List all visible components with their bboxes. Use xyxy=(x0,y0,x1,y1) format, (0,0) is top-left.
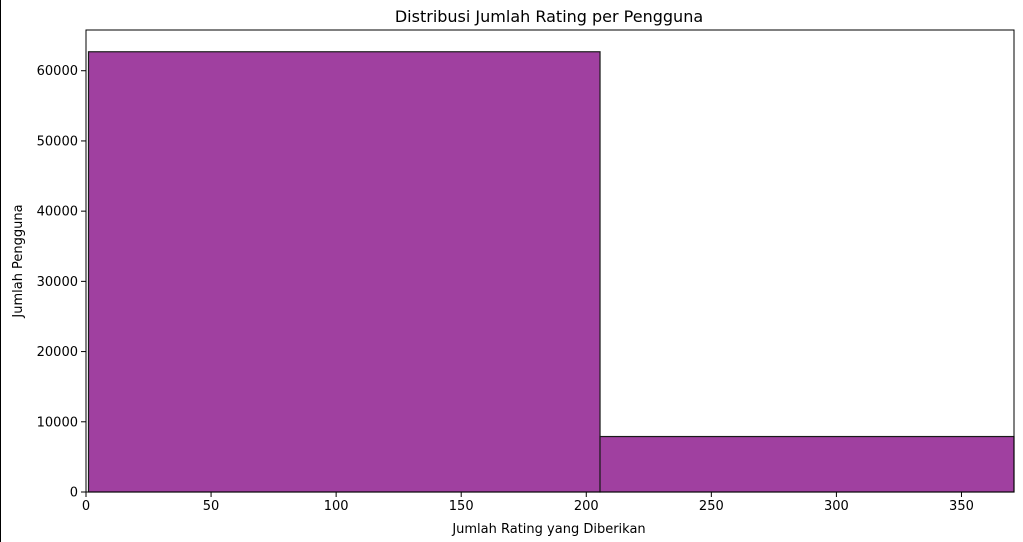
chart-title: Distribusi Jumlah Rating per Pengguna xyxy=(395,7,703,26)
x-axis: 0 50 100 150 200 250 300 350 xyxy=(82,492,974,514)
y-tick-label: 20000 xyxy=(37,345,78,360)
histogram-bar-2 xyxy=(599,435,1015,493)
x-axis-label: Jumlah Rating yang Diberikan xyxy=(451,522,645,537)
x-tick-label: 150 xyxy=(449,499,474,514)
x-tick-label: 300 xyxy=(824,499,849,514)
x-tick-label: 100 xyxy=(324,499,349,514)
window-edge xyxy=(0,0,1,542)
x-tick-label: 250 xyxy=(699,499,724,514)
y-tick-label: 30000 xyxy=(37,275,78,290)
y-tick-label: 0 xyxy=(70,486,78,501)
bars-group xyxy=(87,51,1015,493)
y-tick-label: 50000 xyxy=(37,134,78,149)
y-tick-label: 40000 xyxy=(37,205,78,220)
y-tick-label: 10000 xyxy=(37,415,78,430)
x-tick-label: 350 xyxy=(949,499,974,514)
x-tick-label: 50 xyxy=(203,499,220,514)
y-tick-label: 60000 xyxy=(37,64,78,79)
x-tick-label: 0 xyxy=(82,499,90,514)
plot-frame xyxy=(85,29,1015,493)
y-axis: 0 10000 20000 30000 40000 50000 60000 xyxy=(37,64,86,501)
x-tick-label: 200 xyxy=(574,499,599,514)
histogram-bar-1 xyxy=(87,51,601,493)
y-axis-label: Jumlah Pengguna xyxy=(11,204,26,318)
